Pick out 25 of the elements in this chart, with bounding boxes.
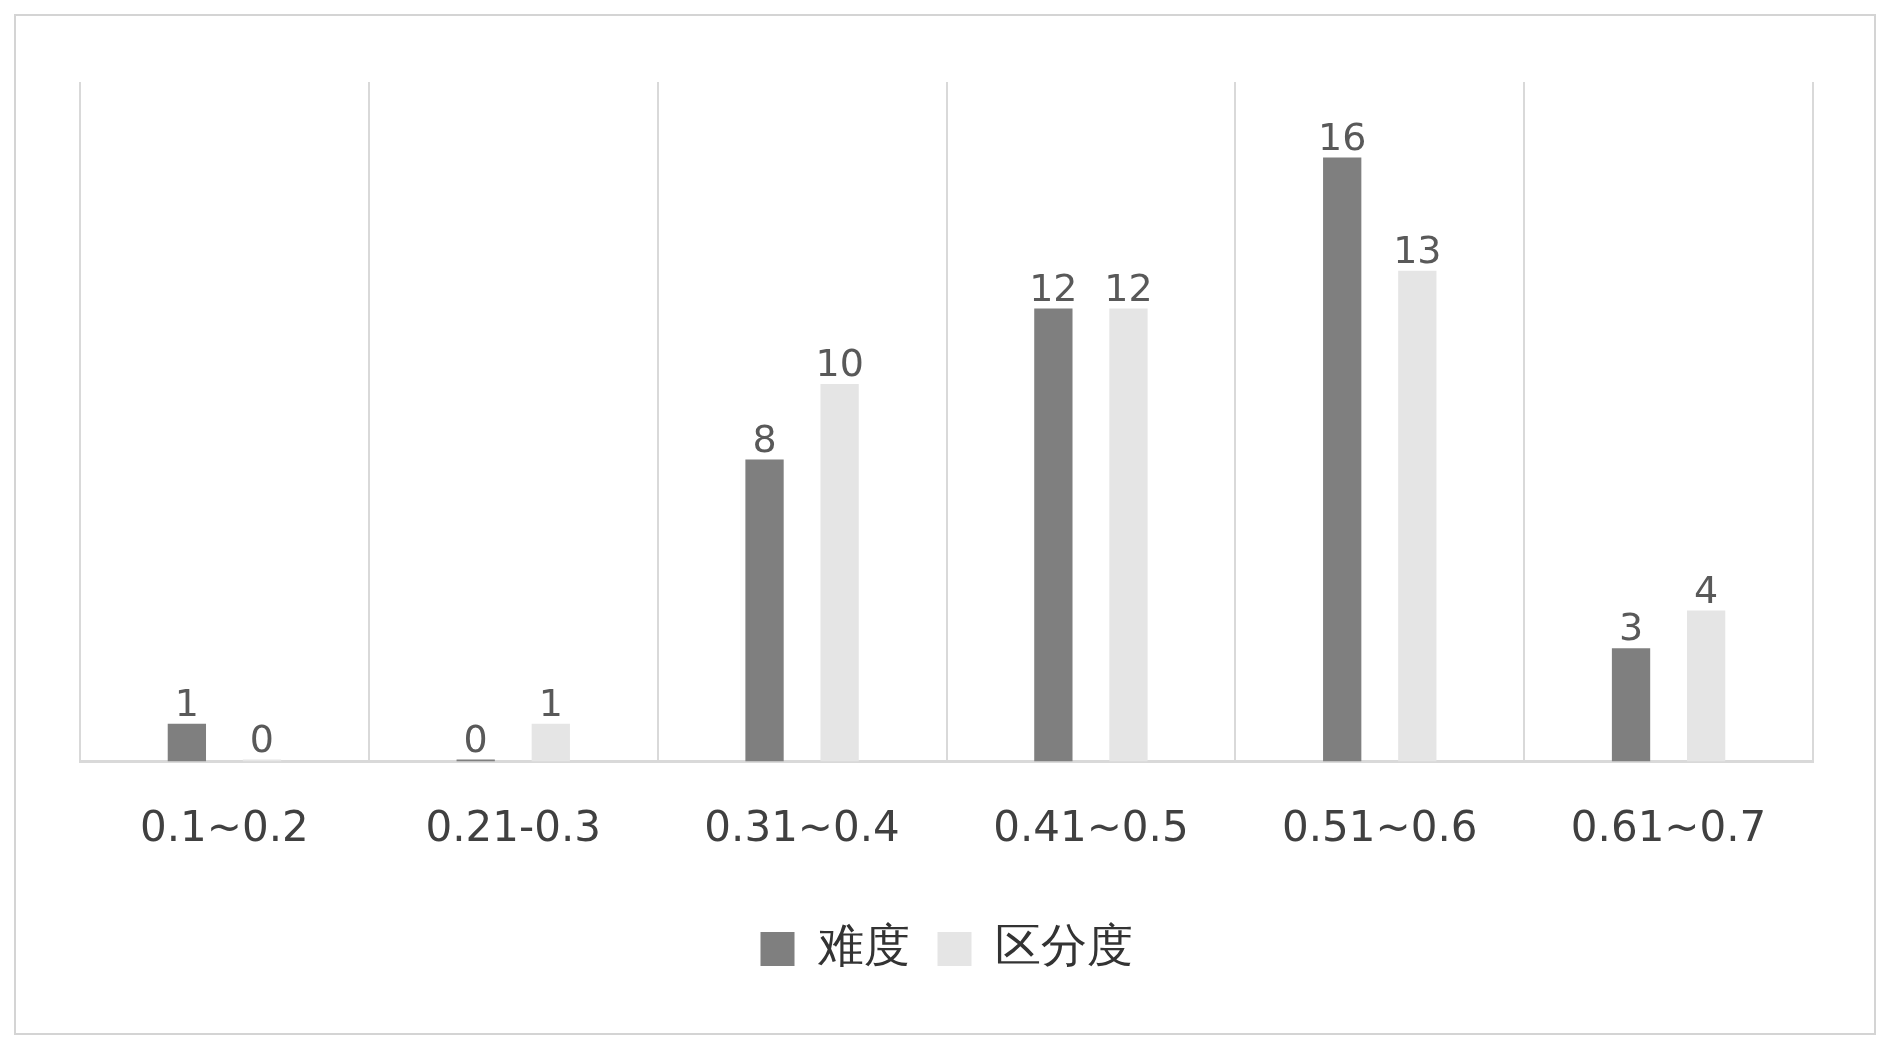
data-label: 1 <box>538 680 563 725</box>
legend-label: 难度 <box>816 917 910 972</box>
x-tick-label: 0.31~0.4 <box>704 801 900 851</box>
bar <box>1611 648 1651 762</box>
x-tick-label: 0.1~0.2 <box>140 801 309 851</box>
bar <box>167 723 207 762</box>
data-label: 10 <box>815 341 864 386</box>
bar <box>745 459 784 762</box>
data-label: 3 <box>1618 605 1644 650</box>
data-label: 12 <box>1104 265 1153 310</box>
data-label: 16 <box>1318 114 1367 159</box>
data-label: 1 <box>174 680 199 725</box>
legend-label: 区分度 <box>994 917 1133 972</box>
x-tick-label: 0.21-0.3 <box>425 801 601 851</box>
data-label: 8 <box>752 416 777 461</box>
bar <box>1323 157 1362 762</box>
data-label: 13 <box>1393 227 1442 272</box>
bar <box>1034 308 1073 762</box>
x-tick-label: 0.51~0.6 <box>1281 801 1478 851</box>
data-label: 12 <box>1029 265 1078 310</box>
x-tick-label: 0.41~0.5 <box>993 801 1189 851</box>
data-label: 4 <box>1694 567 1719 612</box>
x-tick-label: 0.61~0.7 <box>1570 801 1767 851</box>
data-label: 0 <box>249 716 275 761</box>
data-label: 0 <box>463 716 488 761</box>
